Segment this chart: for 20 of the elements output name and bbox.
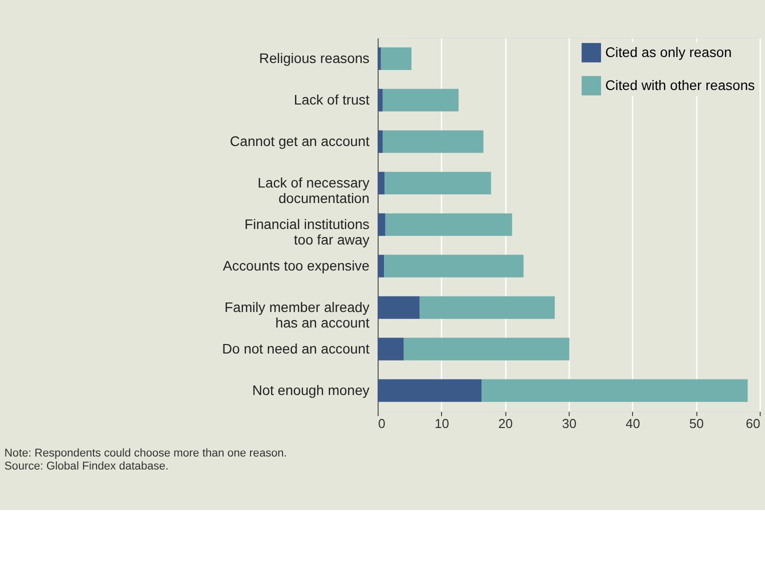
x-tick-label: 20 bbox=[498, 416, 513, 432]
y-tick-label: Do not need an account bbox=[222, 340, 370, 356]
legend-label: Cited as only reason bbox=[605, 44, 732, 60]
y-tick-label: Cannot get an account bbox=[230, 132, 370, 149]
x-tick-label: 10 bbox=[434, 416, 450, 432]
y-tick-label: Accounts too expensive bbox=[222, 257, 370, 274]
x-tick-label: 40 bbox=[626, 416, 640, 432]
x-tick-label: 60 bbox=[746, 416, 760, 432]
y-tick-label: Family member already has an account bbox=[224, 298, 370, 331]
y-tick-label: Lack of trust bbox=[294, 91, 370, 108]
x-tick-label: 30 bbox=[562, 416, 576, 432]
y-tick-label: Not enough money bbox=[252, 382, 370, 398]
x-tick-label: 50 bbox=[689, 416, 704, 432]
text: Note: Respondents could choose more than one reason. bbox=[4, 447, 287, 460]
x-tick-label: 0 bbox=[378, 416, 386, 432]
legend-label: Cited with other reasons bbox=[605, 77, 755, 94]
source-note: Source: Global Findex database. bbox=[4, 460, 168, 472]
y-tick-label: Financial institutions too far away bbox=[244, 216, 370, 248]
y-tick-label: Lack of necessary documentation bbox=[258, 174, 370, 206]
y-tick-label: Religious reasons bbox=[259, 50, 370, 66]
